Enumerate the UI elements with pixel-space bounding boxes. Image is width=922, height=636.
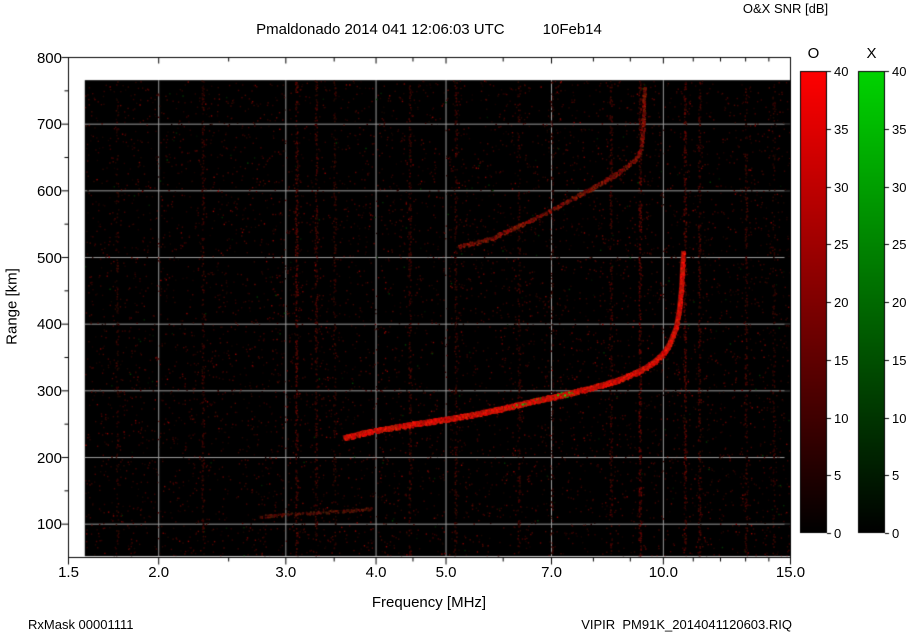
colorbar-tick-label: 20 [892,295,907,310]
y-axis-tick-label: 200 [36,449,62,467]
colorbar-tick-label: 5 [834,468,842,484]
colorbar-tick-label: 35 [892,121,907,137]
rxmask-text: RxMask 00001111 [28,617,134,632]
y-axis-tick-label: 300 [36,382,62,400]
y-axis-tick-label: 100 [36,516,62,534]
x-axis-tick-label: 1.5 [58,564,79,581]
y-axis-tick-label: 700 [36,116,62,134]
x-mode-colorbar-label: X [866,45,877,62]
x-axis-tick-label: 3.0 [275,564,297,581]
x-axis-tick-label: 15.0 [775,564,806,581]
x-axis-tick-label: 10.0 [648,564,678,581]
colorbar-tick-label: 20 [834,295,849,310]
colorbar-tick-label: 30 [834,179,849,195]
x-axis-label: Frequency [MHz] [371,594,487,611]
colorbar-tick-label: 0 [834,526,842,541]
colorbar-tick-label: 5 [892,468,900,484]
o-mode-colorbar-label: O [807,45,820,62]
colorbar-tick-label: 35 [834,121,849,137]
colorbar-tick-label: 25 [834,237,849,253]
colorbar-tick-label: 40 [892,64,907,79]
colorbar-tick-label: 10 [834,410,849,426]
x-axis-tick-label: 4.0 [365,564,387,581]
colorbar-tick-label: 15 [834,352,849,368]
x-axis-tick-label: 5.0 [435,564,457,581]
y-axis-tick-label: 600 [36,182,62,200]
y-axis-tick-label: 800 [36,49,62,67]
y-axis-tick-label: 400 [36,316,62,334]
x-axis-tick-label: 2.0 [148,564,170,581]
date-label: 10Feb14 [542,21,602,38]
x-axis-tick-label: 7.0 [541,564,562,581]
colorbar-tick-label: 40 [834,64,849,79]
plot-title: Pmaldonado 2014 041 12:06:03 UTC 10Feb14 [68,21,790,38]
y-axis-label: Range [km] [3,268,21,345]
colorbar-tick-label: 25 [892,237,907,253]
y-axis-tick-label: 500 [36,249,62,267]
colorbar-tick-label: 30 [892,179,907,195]
colorbar-tick-label: 15 [892,352,907,368]
data-file-text: VIPIR PM91K_2014041120603.RIQ [581,617,792,632]
colorbar-title: O&X SNR [dB] [742,1,829,16]
station-datetime-title: Pmaldonado 2014 041 12:06:03 UTC [256,21,505,38]
colorbar-tick-label: 10 [892,410,907,426]
colorbar-tick-label: 0 [892,526,900,541]
